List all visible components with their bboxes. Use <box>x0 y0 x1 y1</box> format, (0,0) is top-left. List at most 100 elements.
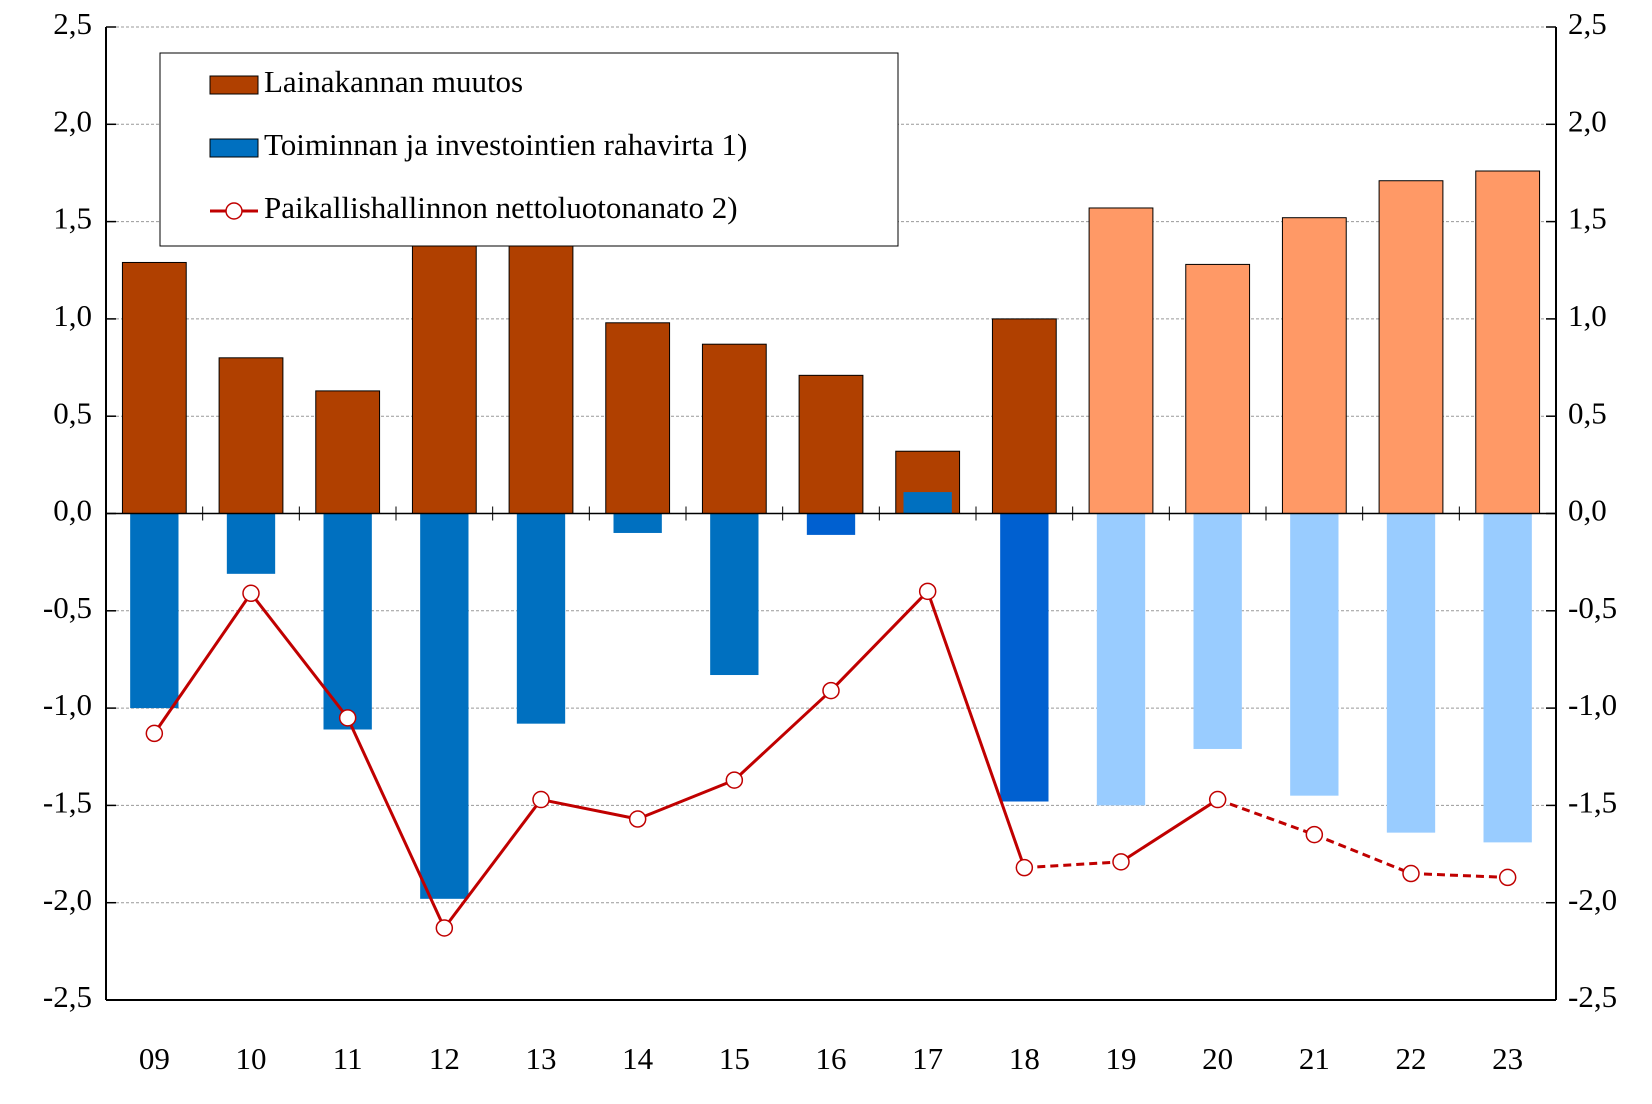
bar <box>1281 217 1347 514</box>
y2-tick-label: 1,0 <box>1568 298 1607 333</box>
y-tick-label: 2,5 <box>53 6 92 41</box>
line-point <box>918 582 937 601</box>
y-tick-label: -1,5 <box>43 785 92 820</box>
bar <box>806 513 856 535</box>
x-tick-label: 22 <box>1396 1041 1427 1076</box>
line-segment <box>153 592 253 735</box>
y2-tick-label: -0,5 <box>1568 590 1617 625</box>
line-point <box>1402 864 1420 883</box>
line-point <box>1015 858 1034 877</box>
line-segment <box>249 592 349 719</box>
line-point <box>338 709 357 727</box>
line-segment <box>1410 872 1508 879</box>
x-tick-label: 11 <box>333 1041 363 1076</box>
x-tick-label: 17 <box>912 1041 943 1076</box>
line-point <box>435 919 454 937</box>
bar <box>991 318 1057 514</box>
x-tick-label: 14 <box>622 1041 654 1076</box>
line-point <box>1305 825 1324 844</box>
y-tick-label: 0,0 <box>53 493 92 528</box>
bar <box>1193 513 1242 749</box>
legend-box <box>159 52 899 247</box>
bar <box>710 513 759 676</box>
line-segment <box>1217 798 1315 837</box>
legend-swatch <box>209 138 259 158</box>
line-segment <box>1120 798 1219 864</box>
bar <box>1088 207 1154 514</box>
y2-tick-label: 0,0 <box>1568 493 1607 528</box>
y-tick-label: -0,5 <box>43 590 92 625</box>
y2-tick-label: -2,0 <box>1568 882 1617 917</box>
bar <box>1483 513 1532 843</box>
x-tick-label: 15 <box>719 1041 750 1076</box>
bar <box>315 390 381 515</box>
x-tick-label: 16 <box>816 1041 847 1076</box>
x-tick-label: 18 <box>1009 1041 1040 1076</box>
bar <box>121 261 187 514</box>
bar <box>605 322 671 514</box>
line-segment <box>1313 833 1412 875</box>
bar <box>218 357 284 514</box>
line-point <box>1208 790 1227 809</box>
line-point <box>1498 868 1517 887</box>
x-tick-label: 13 <box>526 1041 557 1076</box>
y2-tick-label: -1,0 <box>1568 687 1617 722</box>
bar <box>1475 170 1541 514</box>
bar <box>1378 180 1444 514</box>
line-segment <box>926 590 1026 869</box>
line-point <box>725 771 744 789</box>
legend-label: Toiminnan ja investointien rahavirta 1) <box>264 127 747 162</box>
x-tick-label: 20 <box>1202 1041 1233 1076</box>
bar <box>903 492 952 514</box>
line-point <box>145 724 164 743</box>
bar <box>701 343 767 514</box>
bar <box>226 513 276 574</box>
bar <box>798 374 864 515</box>
line-segment <box>346 717 446 929</box>
y2-tick-label: 2,0 <box>1568 103 1607 138</box>
line-segment <box>540 798 638 821</box>
line-point <box>628 810 647 828</box>
bar <box>1000 513 1049 802</box>
y-tick-label: -2,0 <box>43 882 92 917</box>
line-segment <box>733 689 833 782</box>
x-tick-label: 23 <box>1492 1041 1523 1076</box>
bar <box>323 513 372 730</box>
x-tick-label: 10 <box>236 1041 267 1076</box>
y-tick-label: 0,5 <box>53 395 92 430</box>
y-tick-label: -2,5 <box>43 979 92 1014</box>
x-tick-label: 12 <box>429 1041 460 1076</box>
y-tick-label: 1,5 <box>53 201 92 236</box>
line-point <box>242 584 260 603</box>
x-tick-label: 19 <box>1106 1041 1137 1076</box>
y-tick-label: 2,0 <box>53 103 92 138</box>
bar <box>613 513 662 533</box>
bar <box>1096 513 1146 806</box>
line-segment <box>443 798 543 929</box>
line-segment <box>637 778 735 821</box>
legend-label: Paikallishallinnon nettoluotonanato 2) <box>264 190 738 225</box>
bar <box>1185 263 1251 514</box>
y-tick-label: 1,0 <box>53 298 92 333</box>
line-point <box>532 790 550 809</box>
legend-swatch <box>209 75 259 95</box>
x-tick-label: 09 <box>139 1041 170 1076</box>
bar <box>516 513 566 724</box>
bar <box>1386 513 1436 833</box>
y2-tick-label: 2,5 <box>1568 6 1607 41</box>
line-point <box>822 681 840 700</box>
bar <box>130 513 179 709</box>
y-tick-label: -1,0 <box>43 687 92 722</box>
bar <box>420 513 469 899</box>
bar <box>1290 513 1339 796</box>
legend-label: Lainakannan muutos <box>264 64 523 99</box>
y2-tick-label: -2,5 <box>1568 979 1617 1014</box>
x-tick-label: 21 <box>1299 1041 1330 1076</box>
line-point <box>1112 853 1130 871</box>
y2-tick-label: 0,5 <box>1568 395 1607 430</box>
line-segment <box>829 590 929 692</box>
line-segment <box>1024 860 1122 870</box>
y2-tick-label: 1,5 <box>1568 201 1607 236</box>
y2-tick-label: -1,5 <box>1568 785 1617 820</box>
